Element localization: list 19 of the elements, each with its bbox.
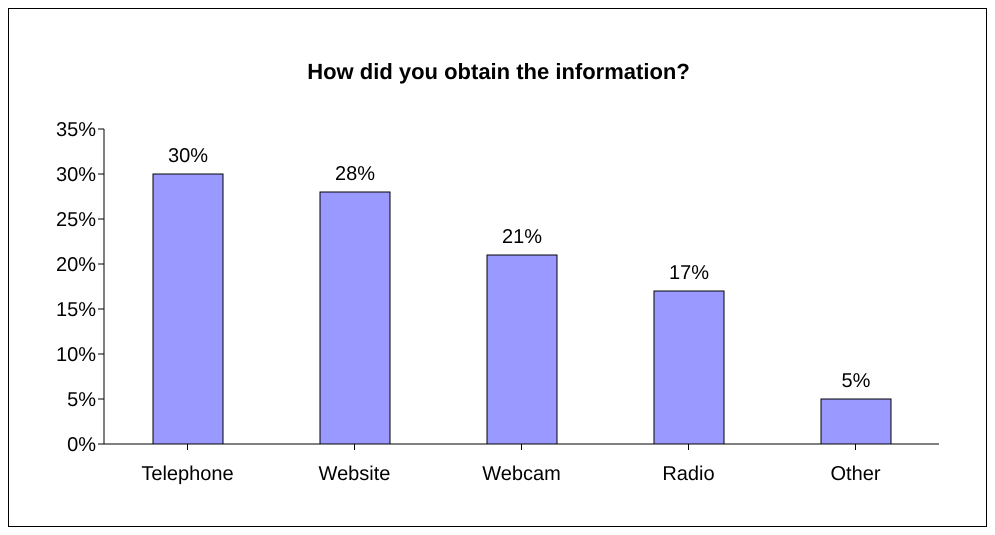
chart-title: How did you obtain the information? bbox=[306, 59, 691, 85]
x-tick-label: Telephone bbox=[141, 463, 234, 486]
x-tick-label: Radio bbox=[662, 463, 715, 486]
y-tick-label: 30% bbox=[56, 164, 96, 186]
y-tick-label: 35% bbox=[56, 119, 96, 142]
y-tick-label: 15% bbox=[56, 299, 96, 322]
x-tick-label: Other bbox=[830, 463, 881, 486]
data-label: 30% bbox=[168, 145, 208, 167]
x-tick-label: Website bbox=[318, 463, 390, 486]
x-tick-label: Webcam bbox=[482, 463, 561, 486]
y-tick-label: 5% bbox=[67, 389, 96, 412]
y-tick-label: 10% bbox=[56, 344, 96, 366]
data-label: 5% bbox=[842, 370, 871, 392]
data-label: 28% bbox=[334, 163, 376, 185]
y-tick-label: 20% bbox=[56, 254, 96, 276]
y-tick-label: 25% bbox=[56, 209, 96, 232]
y-tick-label: 0% bbox=[67, 434, 96, 456]
data-label: 17% bbox=[668, 262, 710, 284]
data-label: 21% bbox=[502, 226, 542, 248]
